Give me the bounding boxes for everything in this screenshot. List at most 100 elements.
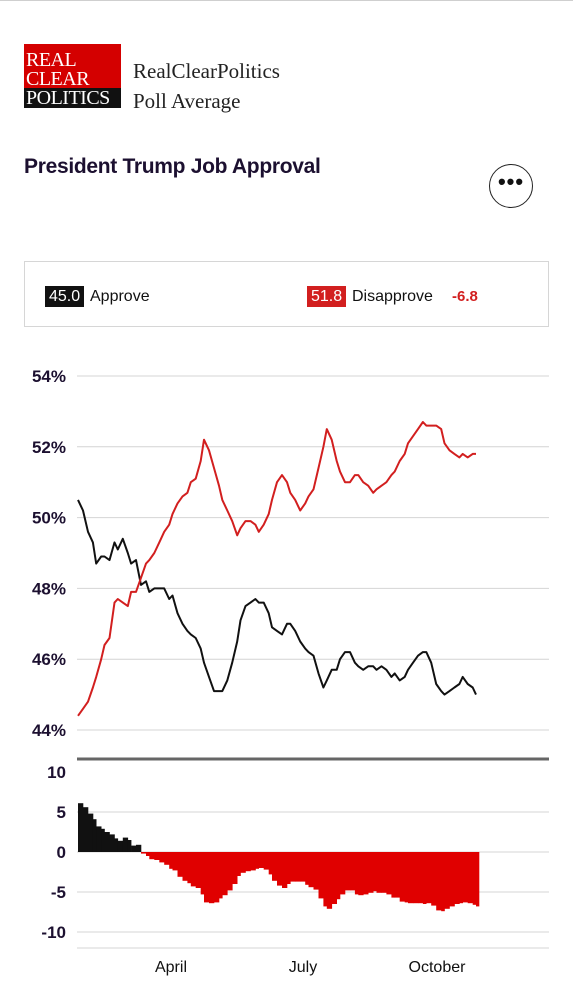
spread-bar [386,852,392,895]
spread-bar [263,852,269,870]
spread-bar [277,852,283,886]
spread-bar [222,852,228,896]
spread-bar [426,852,432,904]
y-tick-label: 46% [32,650,66,669]
spread-bar [169,852,173,869]
logo-word-real: REAL [26,49,77,71]
spread-bar [177,852,183,877]
spread-bar [441,852,445,912]
spread-bar [114,838,119,852]
spread-bar [255,852,259,869]
spread-bar [368,852,374,893]
spread-bar [195,852,201,888]
spread-bar [187,852,191,884]
logo-word-politics: POLITICS [24,88,121,108]
spread-bar [399,852,405,902]
approve-value-badge: 45.0 [45,286,85,307]
spread-bar [83,807,89,852]
spread-value: -6.8 [452,288,478,305]
rcp-logo[interactable]: REAL CLEAR POLITICS [24,44,121,108]
spread-bar [209,852,215,904]
spread-bar [78,803,84,852]
spread-bar [214,852,220,903]
y-tick-label: -5 [51,883,66,902]
spread-bar [159,852,165,863]
legend-box: 45.0 Approve 51.8 Disapprove -6.8 [24,261,549,327]
series-line-disapprove [77,421,476,717]
spread-bar [404,852,409,903]
spread-bar [354,852,359,895]
spread-bar [418,852,424,904]
spread-bar [282,852,288,888]
spread-bar [331,852,337,904]
spread-bar [290,852,296,882]
spread-bar [219,852,223,899]
spread-bar [449,852,455,907]
spread-bar [345,852,351,891]
spread-bar [127,840,132,852]
spread-bar [227,852,233,891]
spread-bar [391,852,395,898]
y-tick-label: 0 [57,843,66,862]
spread-bar [363,852,369,895]
spread-bar [350,852,356,891]
spread-bar [272,852,278,881]
spread-bar [232,852,238,884]
spread-bar [287,852,291,884]
spread-bar [358,852,364,896]
spread-bar [381,852,387,893]
spread-bar [136,844,142,852]
spread-bar [454,852,460,904]
x-tick-label: July [289,959,317,976]
spread-bar [476,852,480,907]
spread-bar [141,852,147,854]
spread-bar [92,819,97,852]
y-tick-label: 50% [32,509,66,528]
spread-bar [295,852,301,882]
spread-bar [305,852,309,885]
spread-bar [326,852,333,909]
spread-bar [204,852,210,903]
spread-bar [436,852,442,911]
spread-bar [109,834,115,852]
spread-bar [172,852,178,871]
spread-bar [88,813,94,852]
spread-bar [164,852,170,865]
spread-bar [258,852,265,868]
approve-label: Approve [90,288,150,305]
spread-bar [408,852,414,904]
spread-bar [462,852,468,903]
spread-bar [240,852,246,873]
spread-bar [459,852,463,904]
spread-bar [122,837,129,852]
more-options-button[interactable]: ••• [489,164,533,208]
spread-bar [237,852,241,876]
spread-bar [336,852,341,900]
spread-bar [318,852,324,899]
y-tick-label: 52% [32,438,66,457]
spread-bar [101,828,105,852]
series-line-approve [77,499,477,696]
brand-line-1: RealClearPolitics [133,59,280,83]
spread-bar [313,852,319,890]
disapprove-value-badge: 51.8 [307,286,347,307]
spread-bar [467,852,473,904]
brand-name: RealClearPolitics Poll Average [133,56,280,116]
brand-line-2: Poll Average [133,89,241,113]
top-divider [0,0,573,1]
spread-bar [117,840,124,852]
y-tick-label: 54% [32,367,66,386]
spread-bar [308,852,314,888]
spread-bar [190,852,197,887]
spread-bar [431,852,437,906]
spread-bar [154,852,160,860]
y-tick-label: 48% [32,579,66,598]
spread-bar [300,852,306,882]
spread-bar [96,826,102,852]
y-tick-label: 44% [32,721,66,740]
spread-bar [182,852,188,881]
spread-bar [104,832,110,852]
spread-bar [376,852,382,893]
x-tick-label: April [155,959,187,976]
